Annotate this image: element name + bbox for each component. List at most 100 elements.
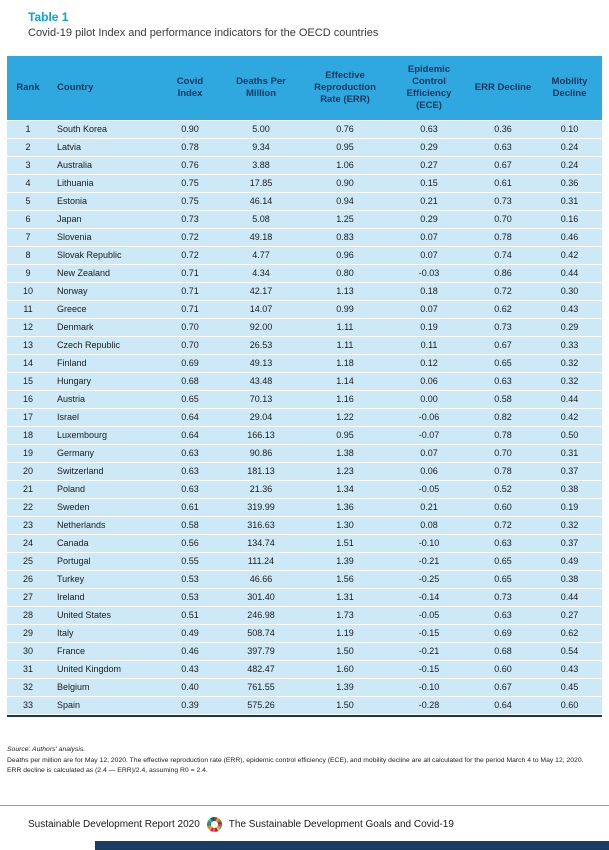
country-cell: Netherlands [49,517,159,534]
value-cell: 0.44 [537,265,602,282]
table-row: 5 Estonia 0.75 46.14 0.94 0.21 0.73 0.31 [7,193,602,210]
country-cell: New Zealand [49,265,159,282]
value-cell: 0.73 [469,193,537,210]
value-cell: 0.54 [537,643,602,660]
table-row: 7 Slovenia 0.72 49.18 0.83 0.07 0.78 0.46 [7,229,602,246]
value-cell: 0.65 [469,553,537,570]
value-cell: 0.24 [537,139,602,156]
value-cell: 1.16 [301,391,389,408]
country-cell: Austria [49,391,159,408]
value-cell: 0.55 [159,553,221,570]
rank-cell: 31 [7,661,49,678]
value-cell: 0.64 [469,697,537,714]
value-cell: 1.06 [301,157,389,174]
value-cell: 0.78 [469,463,537,480]
value-cell: 0.62 [469,301,537,318]
value-cell: 0.29 [537,319,602,336]
value-cell: 0.40 [159,679,221,696]
header-row: Rank Country Covid Index Deaths Per Million… [7,56,602,120]
footer-doc-title: The Sustainable Development Goals and Co… [228,819,454,830]
value-cell: 4.34 [221,265,301,282]
value-cell: 1.38 [301,445,389,462]
value-cell: 0.12 [389,355,469,372]
value-cell: -0.14 [389,589,469,606]
table-header: Rank Country Covid Index Deaths Per Million… [7,56,602,120]
value-cell: 0.73 [469,589,537,606]
value-cell: -0.05 [389,481,469,498]
value-cell: 0.53 [159,571,221,588]
country-cell: Portugal [49,553,159,570]
value-cell: 0.63 [159,445,221,462]
value-cell: 0.18 [389,283,469,300]
table-row: 3 Australia 0.76 3.88 1.06 0.27 0.67 0.24 [7,157,602,174]
value-cell: 0.70 [159,319,221,336]
country-cell: Israel [49,409,159,426]
value-cell: 0.43 [537,301,602,318]
value-cell: 0.75 [159,175,221,192]
value-cell: 0.95 [301,427,389,444]
value-cell: 0.73 [469,319,537,336]
value-cell: 1.11 [301,337,389,354]
bottom-bar [95,841,609,850]
value-cell: 1.18 [301,355,389,372]
country-cell: South Korea [49,121,159,138]
table-row: 26 Turkey 0.53 46.66 1.56 -0.25 0.65 0.38 [7,571,602,588]
value-cell: 1.51 [301,535,389,552]
value-cell: 0.32 [537,373,602,390]
value-cell: 761.55 [221,679,301,696]
value-cell: 0.07 [389,247,469,264]
value-cell: 0.51 [159,607,221,624]
value-cell: 0.60 [469,661,537,678]
value-cell: 0.83 [301,229,389,246]
value-cell: 0.63 [389,121,469,138]
value-cell: 0.27 [537,607,602,624]
rank-cell: 18 [7,427,49,444]
value-cell: 0.31 [537,445,602,462]
rank-cell: 6 [7,211,49,228]
table-row: 28 United States 0.51 246.98 1.73 -0.05 0.63 0.… [7,607,602,624]
value-cell: 1.13 [301,283,389,300]
table-row: 29 Italy 0.49 508.74 1.19 -0.15 0.69 0.62 [7,625,602,642]
value-cell: 0.68 [469,643,537,660]
value-cell: 0.70 [469,211,537,228]
value-cell: -0.25 [389,571,469,588]
country-cell: Norway [49,283,159,300]
table-row: 30 France 0.46 397.79 1.50 -0.21 0.68 0.54 [7,643,602,660]
rank-cell: 10 [7,283,49,300]
value-cell: 49.18 [221,229,301,246]
country-cell: Spain [49,697,159,714]
value-cell: 5.08 [221,211,301,228]
value-cell: 0.90 [159,121,221,138]
country-cell: Turkey [49,571,159,588]
value-cell: 508.74 [221,625,301,642]
column-header-country: Country [49,56,159,120]
value-cell: 17.85 [221,175,301,192]
country-cell: Greece [49,301,159,318]
value-cell: 0.43 [159,661,221,678]
value-cell: 0.52 [469,481,537,498]
value-cell: 0.63 [159,463,221,480]
value-cell: 4.77 [221,247,301,264]
column-header-err-decline: ERR Decline [469,56,537,120]
value-cell: 319.99 [221,499,301,516]
country-cell: Hungary [49,373,159,390]
value-cell: 0.67 [469,337,537,354]
value-cell: 0.69 [469,625,537,642]
rank-cell: 11 [7,301,49,318]
table-row: 19 Germany 0.63 90.86 1.38 0.07 0.70 0.31 [7,445,602,462]
table-row: 21 Poland 0.63 21.36 1.34 -0.05 0.52 0.38 [7,481,602,498]
value-cell: 5.00 [221,121,301,138]
value-cell: 0.36 [469,121,537,138]
value-cell: 0.70 [159,337,221,354]
value-cell: 181.13 [221,463,301,480]
value-cell: 0.61 [159,499,221,516]
value-cell: 0.44 [537,391,602,408]
table-row: 14 Finland 0.69 49.13 1.18 0.12 0.65 0.32 [7,355,602,372]
value-cell: 9.34 [221,139,301,156]
country-cell: Finland [49,355,159,372]
value-cell: 1.39 [301,553,389,570]
value-cell: 0.74 [469,247,537,264]
value-cell: 0.49 [159,625,221,642]
value-cell: 0.42 [537,247,602,264]
